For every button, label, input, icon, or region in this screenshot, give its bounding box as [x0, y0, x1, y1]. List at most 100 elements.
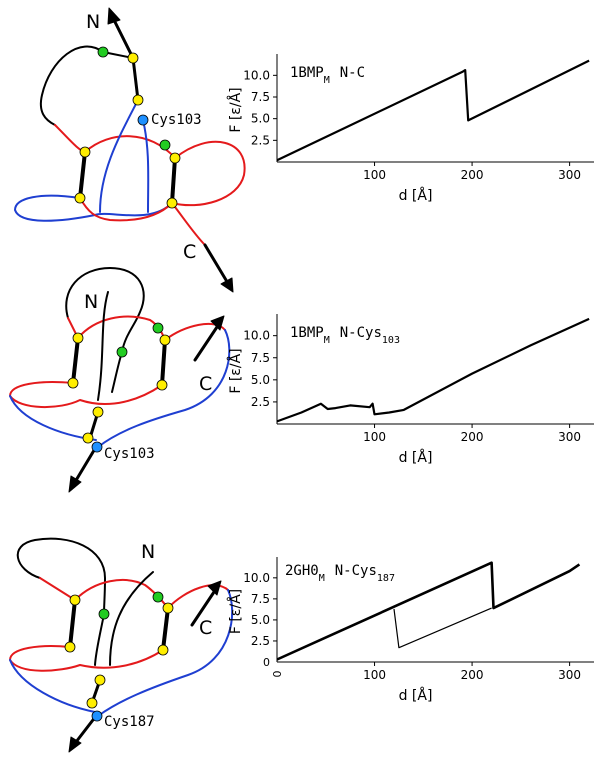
force-chart-3: 100 200 300 2.5 5.0 7.5 10.0 00 d [Å] F [ε/Å]	[227, 557, 594, 704]
y-tick-label: 2.5	[251, 634, 270, 648]
red-arc	[84, 135, 246, 207]
blue-loop	[9, 395, 97, 441]
beta-strand	[68, 598, 77, 649]
cysteine-site	[91, 441, 103, 453]
x-tick-label: 300	[558, 168, 581, 182]
y-tick-label: 0	[263, 656, 270, 669]
topology-diagram-3: N C Cys187	[9, 537, 234, 753]
contact-site-yellow	[156, 379, 168, 391]
force-chart-2: 100 200 300 2.5 5.0 7.5 10.0 d [Å] F [ε/Å]	[227, 314, 594, 466]
protein-name: 1BMP	[290, 325, 324, 341]
c-terminal-line	[193, 325, 219, 362]
blue-loop	[9, 659, 96, 713]
pulling-subscript: 187	[377, 573, 395, 584]
force-curve	[276, 317, 590, 423]
cysteine-label: Cys103	[151, 112, 202, 128]
y-axis-label: F [ε/Å]	[227, 87, 244, 132]
contact-site-yellow	[169, 152, 181, 164]
y-tick-label: 5.0	[251, 112, 270, 126]
contact-site-yellow	[94, 674, 106, 686]
red-strand	[79, 197, 173, 222]
c-terminal-line	[190, 590, 216, 627]
x-tick-label: 200	[461, 430, 484, 444]
pulling-geometry: N-Cys	[340, 325, 382, 341]
y-axis-label: F [ε/Å]	[227, 348, 244, 393]
pulling-geometry: N-C	[340, 65, 365, 81]
black-strand	[111, 351, 123, 393]
x-axis-label: d [Å]	[399, 449, 433, 466]
pull-arrowhead	[210, 315, 225, 331]
blue-loop	[14, 194, 173, 222]
pulling-geometry: N-Cys	[335, 563, 377, 579]
contact-site-yellow	[79, 146, 91, 158]
protein-name: 1BMP	[290, 65, 324, 81]
y-axis-label: F [ε/Å]	[227, 589, 244, 634]
contact-site-yellow	[166, 197, 178, 209]
y-tick-label: 10.0	[243, 68, 270, 82]
contact-site-green	[116, 346, 128, 358]
n-terminal-line	[74, 714, 98, 744]
cysteine-label: Cys187	[104, 714, 155, 730]
y-tick-label: 7.5	[251, 90, 270, 104]
chart-title-2: 1BMPM N-Cys103	[290, 325, 400, 346]
protein-subscript: M	[319, 573, 325, 584]
red-strand	[54, 124, 86, 153]
force-curve	[393, 607, 492, 649]
y-tick-label: 2.5	[251, 395, 270, 409]
beta-strand	[161, 606, 170, 652]
contact-site-yellow	[157, 644, 169, 656]
contact-site-yellow	[159, 334, 171, 346]
black-strand	[109, 571, 154, 666]
cysteine-site	[137, 114, 149, 126]
c-terminus-label: C	[183, 241, 196, 263]
c-terminus-label: C	[199, 373, 212, 395]
n-terminus-label: N	[141, 541, 155, 563]
contact-site-yellow	[64, 641, 76, 653]
cysteine-label: Cys103	[104, 446, 155, 462]
x-tick-label: 200	[461, 168, 484, 182]
chart-title-3: 2GH0M N-Cys187	[285, 563, 395, 584]
y-tick-label: 5.0	[251, 373, 270, 387]
x-tick-label: 300	[558, 668, 581, 682]
blue-loop	[97, 329, 231, 448]
contact-site-yellow	[82, 432, 94, 444]
protein-subscript: M	[324, 335, 330, 346]
red-strand	[9, 381, 163, 409]
contact-site-yellow	[92, 406, 104, 418]
y-tick-label: 7.5	[251, 351, 270, 365]
contact-site-yellow	[132, 94, 144, 106]
beta-strand	[131, 56, 140, 102]
x-tick-label: 100	[363, 168, 386, 182]
contact-site-yellow	[67, 377, 79, 389]
x-tick-label: 0	[271, 671, 284, 678]
n-terminal-line	[73, 445, 98, 484]
protein-name: 2GH0	[285, 563, 319, 579]
x-tick-label: 300	[558, 430, 581, 444]
c-terminal-line	[203, 243, 228, 282]
pulling-subscript: 103	[382, 335, 400, 346]
contact-site-green	[152, 591, 164, 603]
x-tick-label: 100	[363, 430, 386, 444]
blue-strand	[99, 99, 139, 213]
x-tick-label: 200	[461, 668, 484, 682]
y-tick-label: 7.5	[251, 592, 270, 606]
red-arc	[77, 315, 226, 341]
chart-title-1: 1BMPM N-C	[290, 65, 365, 86]
n-terminal-loop	[65, 267, 145, 353]
contact-site-green	[97, 46, 109, 58]
x-axis-label: d [Å]	[399, 687, 433, 704]
black-strand	[94, 613, 105, 666]
contact-site-yellow	[127, 52, 139, 64]
y-tick-label: 10.0	[243, 571, 270, 585]
x-axis-label: d [Å]	[399, 187, 433, 204]
red-strand	[171, 202, 206, 246]
protein-subscript: M	[324, 75, 330, 86]
contact-site-green	[152, 322, 164, 334]
c-terminus-label: C	[199, 617, 212, 639]
x-tick-label: 100	[363, 668, 386, 682]
topology-diagram-2: N C Cys103	[9, 267, 231, 493]
contact-site-yellow	[69, 594, 81, 606]
black-strand	[97, 291, 109, 401]
contact-site-yellow	[162, 602, 174, 614]
